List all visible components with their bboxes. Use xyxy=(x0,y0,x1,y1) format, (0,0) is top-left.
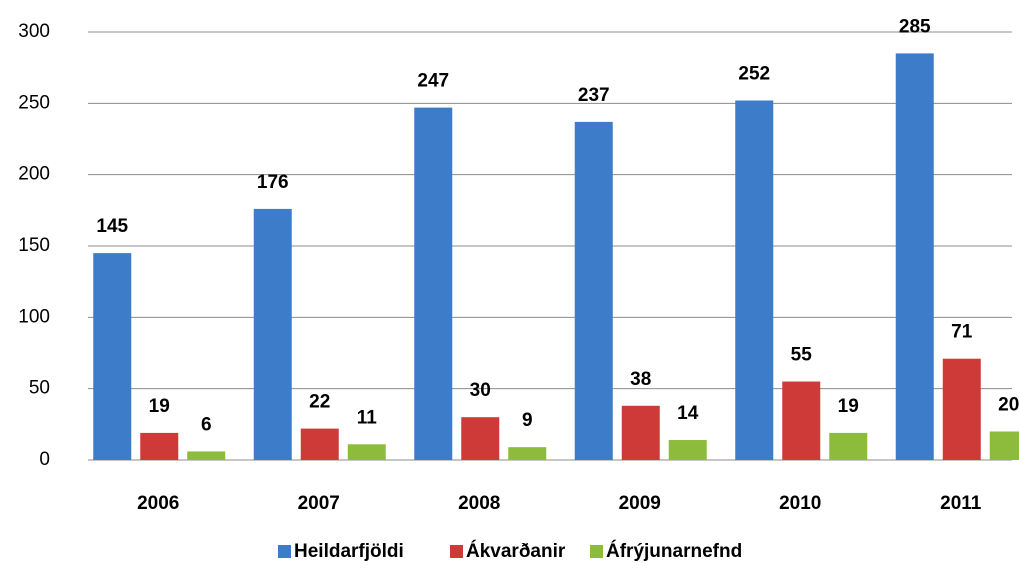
bar xyxy=(574,121,613,460)
value-label: 176 xyxy=(257,172,289,193)
bar xyxy=(300,428,339,460)
bar xyxy=(989,431,1019,460)
value-label: 20 xyxy=(998,394,1019,415)
y-tick-label: 150 xyxy=(18,235,50,256)
bar xyxy=(735,100,774,460)
y-tick-label: 0 xyxy=(39,449,50,470)
value-label: 247 xyxy=(417,71,449,92)
bar xyxy=(895,53,934,461)
value-label: 71 xyxy=(951,322,973,343)
x-tick-label: 2009 xyxy=(619,493,661,514)
bar xyxy=(782,381,821,460)
value-label: 14 xyxy=(677,403,699,424)
x-tick-label: 2010 xyxy=(779,493,821,514)
y-tick-label: 200 xyxy=(18,164,50,185)
y-tick-label: 50 xyxy=(29,378,50,399)
bar xyxy=(461,417,500,460)
legend-label: Heildarfjöldi xyxy=(294,541,404,562)
x-tick-label: 2011 xyxy=(940,493,982,514)
y-tick-label: 250 xyxy=(18,92,50,113)
value-label: 38 xyxy=(630,369,651,390)
bar xyxy=(668,440,707,460)
bar xyxy=(347,444,386,460)
value-label: 237 xyxy=(578,85,610,106)
bar xyxy=(942,358,981,460)
bar xyxy=(187,451,226,460)
legend-label: Áfrýjunarnefnd xyxy=(606,540,742,562)
bar xyxy=(829,432,868,460)
x-tick-label: 2007 xyxy=(298,493,340,514)
value-label: 11 xyxy=(357,407,378,428)
value-label: 9 xyxy=(522,410,533,431)
value-label: 145 xyxy=(96,216,128,237)
value-label: 55 xyxy=(791,345,813,366)
value-label: 6 xyxy=(201,414,212,435)
bar xyxy=(621,405,660,460)
legend-swatch xyxy=(278,545,291,558)
bar xyxy=(93,253,132,460)
value-label: 22 xyxy=(309,392,330,413)
value-label: 19 xyxy=(149,396,170,417)
y-tick-label: 100 xyxy=(18,306,50,327)
y-tick-label: 300 xyxy=(18,21,50,42)
x-tick-label: 2006 xyxy=(137,493,179,514)
value-label: 19 xyxy=(838,396,859,417)
value-label: 30 xyxy=(470,380,491,401)
value-label: 252 xyxy=(738,63,770,84)
bar xyxy=(508,447,547,460)
bar xyxy=(140,432,179,460)
x-tick-label: 2008 xyxy=(458,493,500,514)
bar xyxy=(253,208,292,460)
legend-swatch xyxy=(590,545,603,558)
bar xyxy=(414,107,453,460)
legend-label: Ákvarðanir xyxy=(466,540,566,562)
legend-swatch xyxy=(450,545,463,558)
value-label: 285 xyxy=(899,16,931,37)
